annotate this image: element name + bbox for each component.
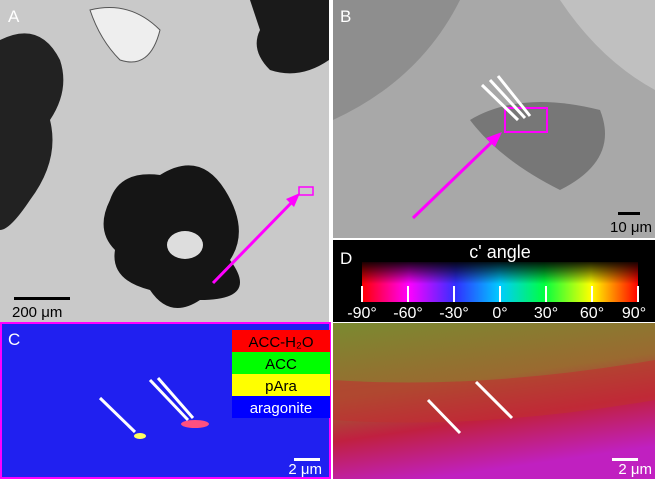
scale-bar-label: 10 μm <box>610 219 652 236</box>
panel-label: B <box>340 7 351 26</box>
legend-label: pAra <box>265 378 297 395</box>
scale-bar-label: 200 μm <box>12 304 62 321</box>
colorbar-tick: -60° <box>393 305 423 322</box>
figure: A 200 μm B 10 μm c' angle D -90° -60° -3… <box>0 0 655 479</box>
legend-label: ACC-H₂O <box>249 334 314 351</box>
legend-label: ACC <box>265 356 297 373</box>
scale-bar-label: 2 μm <box>618 461 652 478</box>
panel-label: C <box>8 330 20 349</box>
colorbar-tick: -30° <box>439 305 469 322</box>
panel-b: B 10 μm <box>333 0 655 238</box>
colorbar-tick: 0° <box>492 305 507 322</box>
colorbar-tick: 30° <box>534 305 558 322</box>
legend-label: aragonite <box>250 400 313 417</box>
panel-label: D <box>340 249 352 268</box>
panel-a: A 200 μm <box>0 0 329 322</box>
colorbar-tick: 90° <box>622 305 646 322</box>
colorbar-tick: -90° <box>347 305 377 322</box>
panel-c: ACC-H₂O ACC pAra aragonite C 2 μm <box>1 323 330 478</box>
scale-bar-label: 2 μm <box>288 461 322 478</box>
panel-e: 2 μm <box>333 323 655 479</box>
panel-d: c' angle D -90° -60° -30° 0° 30° 60° 90° <box>333 240 655 322</box>
colorbar-title: c' angle <box>469 242 530 262</box>
panel-label: A <box>8 7 20 26</box>
colorbar-tick: 60° <box>580 305 604 322</box>
